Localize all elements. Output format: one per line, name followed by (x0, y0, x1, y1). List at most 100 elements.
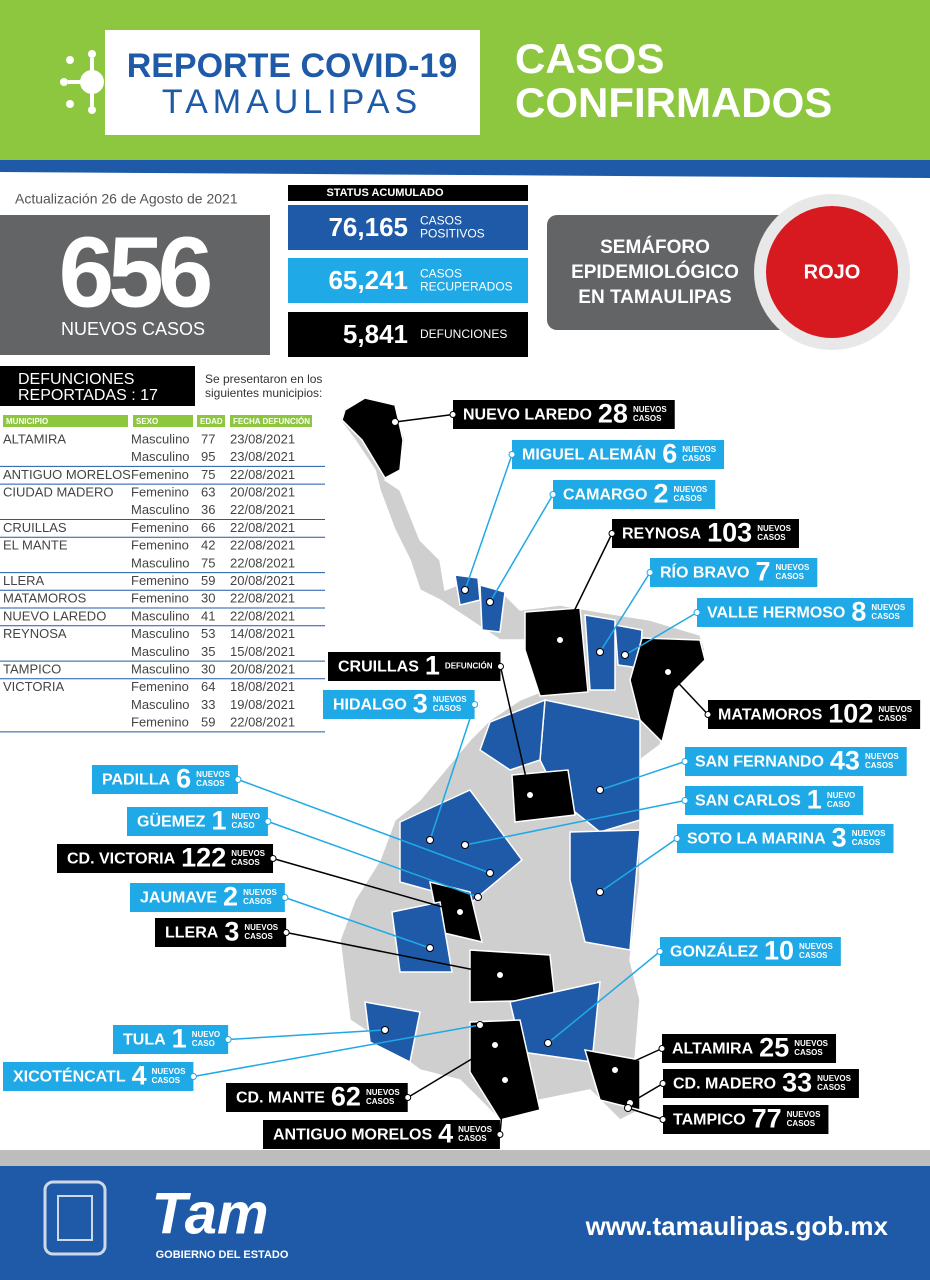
municipio-name: MIGUEL ALEMÁN (522, 445, 656, 464)
new-cases-box (0, 215, 270, 355)
municipio: LLERA (3, 573, 45, 588)
case-unit: CASOS (757, 533, 786, 542)
case-count: 1 (172, 1024, 187, 1054)
leader-anchor (224, 1036, 232, 1043)
table-cell: 33 (201, 697, 215, 712)
leader-line (193, 1024, 481, 1078)
label-box (685, 747, 907, 776)
case-unit: NUEVOS (244, 923, 278, 932)
leader-anchor (282, 929, 290, 936)
table-cell: Masculino (131, 555, 190, 570)
leader-line (599, 760, 686, 791)
case-count: 6 (662, 439, 677, 469)
status-label: POSITIVOS (420, 227, 485, 241)
table-cell: Masculino (131, 608, 190, 623)
municipio: ANTIGUO MORELOS (3, 467, 131, 482)
municipio: REYNOSA (3, 626, 67, 641)
municipio-name: PADILLA (102, 772, 171, 789)
leader-dot (486, 598, 494, 606)
case-count: 8 (851, 597, 866, 627)
leader-dot (596, 648, 604, 656)
status-title: STATUS ACUMULADO (326, 187, 444, 199)
update-date: Actualización 26 de Agosto de 2021 (15, 191, 238, 207)
table-header: EDAD (200, 417, 223, 426)
table-cell: 63 (201, 485, 215, 500)
leader-dot (476, 1021, 484, 1029)
leader-anchor (549, 491, 557, 498)
leader-anchor (471, 701, 479, 708)
leader-line (464, 799, 686, 846)
label-box (685, 786, 864, 815)
table-cell: 30 (201, 662, 215, 677)
case-count: 3 (832, 823, 847, 853)
label-box (92, 765, 238, 794)
municipio-name: SOTO LA MARINA (687, 831, 826, 848)
leader-anchor (659, 1080, 667, 1087)
municipio-name: VALLE HERMOSO (707, 605, 845, 622)
case-count: 122 (181, 843, 226, 873)
table-header-cell (230, 415, 312, 427)
municipio: CIUDAD MADERO (3, 485, 114, 500)
leader-dot (596, 786, 604, 794)
municipio-name: HIDALGO (333, 697, 407, 714)
leader-line (267, 820, 479, 898)
case-count: 3 (224, 917, 239, 947)
case-unit: CASO (827, 800, 850, 809)
municipio: CRUILLAS (3, 520, 67, 535)
table-cell: 20/08/2021 (230, 573, 295, 588)
deaths-table: MUNICIPIO SEXO EDAD FECHA DEFUNCIÓN ALTAMIRA… (0, 415, 325, 733)
label-box (3, 1062, 194, 1091)
table-cell: Femenino (131, 467, 189, 482)
table-cell: 22/08/2021 (230, 520, 295, 535)
municipio-name: CD. MADERO (673, 1076, 776, 1093)
table-cell: Masculino (131, 626, 190, 641)
website: www.tamaulipas.gob.mx (585, 1211, 889, 1241)
table-header-cell (133, 415, 193, 427)
table-cell: Masculino (131, 697, 190, 712)
case-count: 43 (830, 746, 860, 776)
table-cell: Femenino (131, 591, 189, 606)
leader-anchor (681, 758, 689, 765)
case-count: 1 (425, 651, 440, 681)
label-box (660, 937, 841, 966)
subtitle: CASOS (515, 35, 664, 82)
table-cell: Masculino (131, 662, 190, 677)
label-box (323, 690, 475, 719)
header-stripe (0, 160, 930, 178)
table-cell: 41 (201, 608, 215, 623)
table-cell: 20/08/2021 (230, 662, 295, 677)
label-box (553, 480, 716, 509)
table-cell: Masculino (131, 449, 190, 464)
case-count: 1 (211, 806, 226, 836)
case-unit: CASOS (152, 1076, 181, 1085)
leader-line (624, 611, 698, 656)
label-box (662, 1034, 837, 1063)
table-cell: Femenino (131, 573, 189, 588)
leader-line (394, 413, 454, 423)
case-unit: CASOS (776, 572, 805, 581)
leader-anchor (234, 776, 242, 783)
semaforo-box (547, 215, 797, 330)
table-cell: 42 (201, 538, 215, 553)
table-cell: 22/08/2021 (230, 467, 295, 482)
leader-line (499, 666, 531, 796)
municipio: EL MANTE (3, 538, 68, 553)
case-unit: NUEVOS (196, 770, 230, 779)
leader-line (629, 1082, 664, 1104)
case-unit: NUEVOS (865, 752, 899, 761)
case-unit: NUEVOS (787, 1110, 821, 1119)
logo-caption: GOBIERNO DEL ESTADO (156, 1249, 289, 1261)
leader-line (464, 454, 513, 591)
case-unit: NUEVOS (433, 695, 467, 704)
leader-line (272, 857, 461, 913)
table-cell: 14/08/2021 (230, 626, 295, 641)
status-label: CASOS (420, 267, 462, 281)
case-unit: CASO (231, 821, 254, 830)
municipio-name: CD. MANTE (236, 1090, 325, 1107)
